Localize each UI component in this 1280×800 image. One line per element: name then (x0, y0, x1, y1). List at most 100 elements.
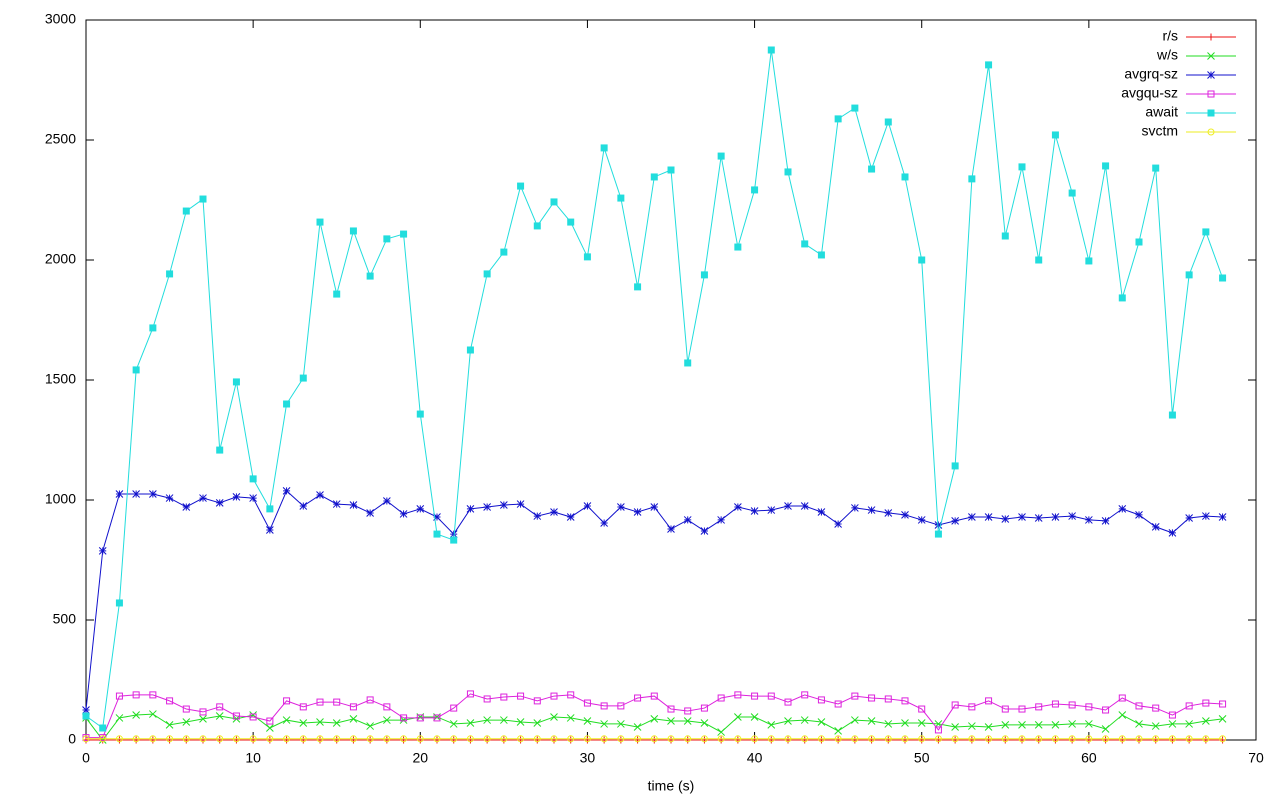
point (266, 724, 274, 732)
point (834, 115, 842, 123)
legend-label: avgrq-sz (1124, 66, 1178, 82)
point (483, 270, 491, 278)
point (533, 697, 541, 705)
point (901, 511, 909, 519)
point (834, 520, 842, 528)
point (817, 718, 826, 726)
point (1152, 735, 1160, 743)
point (683, 516, 692, 524)
point (734, 735, 742, 743)
point (115, 714, 124, 722)
point (968, 703, 976, 711)
point (517, 735, 525, 743)
point (717, 694, 725, 702)
point (199, 195, 207, 203)
point (483, 735, 491, 743)
point (1185, 271, 1193, 279)
point (1018, 721, 1026, 729)
point (1018, 735, 1026, 743)
point (249, 475, 257, 483)
point (517, 692, 525, 700)
point (650, 735, 658, 743)
point (132, 366, 140, 374)
point (934, 521, 943, 529)
point (817, 508, 826, 516)
point (450, 536, 458, 544)
point (383, 235, 391, 243)
point (1035, 256, 1043, 264)
point (216, 446, 224, 454)
point (400, 714, 408, 722)
point (583, 699, 591, 707)
point (483, 695, 491, 703)
point (1168, 720, 1177, 728)
point (115, 735, 123, 743)
point (399, 510, 408, 518)
point (1018, 513, 1026, 521)
point (784, 698, 792, 706)
point (667, 705, 675, 713)
point (667, 717, 675, 725)
point (182, 207, 190, 215)
point (834, 700, 842, 708)
point (433, 513, 441, 521)
point (800, 502, 809, 510)
point (366, 722, 374, 730)
point (550, 713, 558, 721)
point (416, 505, 425, 513)
point (951, 723, 959, 731)
point (734, 691, 742, 699)
point (99, 735, 107, 743)
point (1051, 131, 1059, 139)
point (667, 525, 675, 533)
legend-marker (1207, 71, 1215, 79)
point (1135, 702, 1143, 710)
point (299, 374, 307, 382)
point (1068, 189, 1076, 197)
point (349, 735, 357, 743)
point (450, 735, 458, 743)
point (968, 722, 976, 730)
point (801, 691, 809, 699)
point (751, 692, 759, 700)
point (533, 735, 541, 743)
x-tick-label: 60 (1081, 750, 1097, 766)
point (868, 694, 876, 702)
point (1219, 735, 1227, 743)
point (1035, 735, 1043, 743)
x-tick-label: 20 (412, 750, 428, 766)
point (550, 198, 558, 206)
point (917, 516, 926, 524)
point (1034, 514, 1043, 522)
point (1085, 257, 1093, 265)
point (533, 222, 541, 230)
point (985, 697, 993, 705)
point (1168, 529, 1177, 537)
point (149, 691, 157, 699)
point (1219, 274, 1227, 282)
point (550, 692, 558, 700)
point (383, 735, 391, 743)
point (333, 290, 341, 298)
point (316, 491, 324, 499)
point (633, 508, 642, 516)
point (650, 503, 659, 511)
point (1051, 700, 1059, 708)
point (968, 175, 976, 183)
point (182, 735, 190, 743)
x-tick-label: 10 (245, 750, 261, 766)
legend-label: avgqu-sz (1121, 85, 1178, 101)
point (349, 227, 357, 235)
point (316, 735, 324, 743)
point (867, 506, 876, 514)
point (500, 735, 508, 743)
point (583, 717, 592, 725)
point (868, 735, 876, 743)
point (366, 696, 374, 704)
point (466, 505, 475, 513)
point (132, 691, 140, 699)
point (734, 243, 742, 251)
point (700, 704, 708, 712)
point (1068, 701, 1076, 709)
point (700, 271, 708, 279)
